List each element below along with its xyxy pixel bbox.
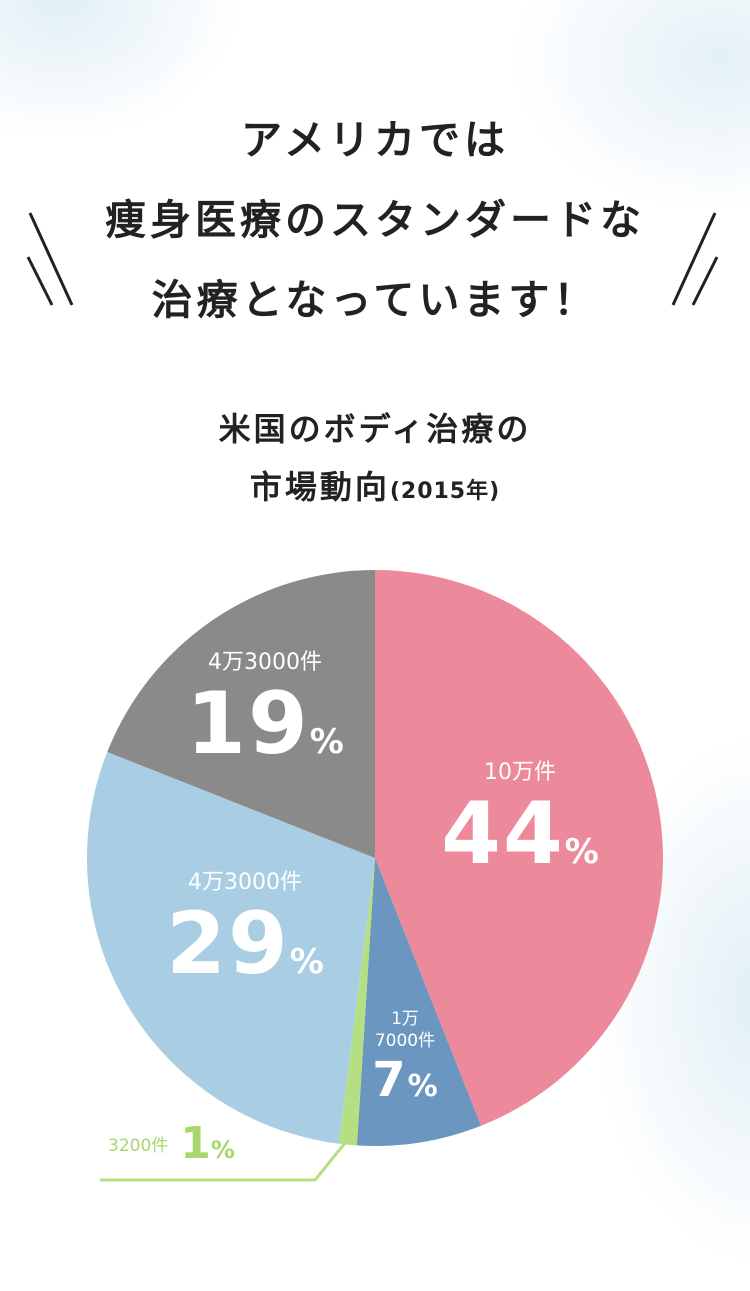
- pie-slice-44: [375, 570, 664, 1126]
- slice-count-44: 10万件: [484, 760, 556, 785]
- leader-line: [100, 1137, 350, 1182]
- slice-label-44: 10万件 44%: [420, 760, 620, 900]
- slice-count-1: 3200件: [108, 1136, 169, 1156]
- slice-count-7-line-1: 1万: [391, 1009, 419, 1029]
- slice-count-29: 4万3000件: [188, 870, 302, 895]
- emphasis-line: [26, 256, 54, 306]
- slice-label-29: 4万3000件 29%: [150, 870, 340, 1010]
- headline: アメリカでは 痩身医療のスタンダードな 治療となっています！: [0, 100, 750, 340]
- slice-label-1: 3200件 1%: [108, 1118, 235, 1169]
- pie-slice-7: [356, 858, 482, 1146]
- emphasis-line: [28, 212, 74, 306]
- slice-value-44: 44: [441, 784, 565, 884]
- chart-title-line-2: 市場動向: [249, 468, 390, 506]
- headline-line-2: 痩身医療のスタンダードな: [105, 196, 645, 244]
- slice-value-7: 7: [372, 1052, 408, 1108]
- emphasis-lines-left: [26, 212, 74, 306]
- chart-title-year: (2015年): [389, 479, 501, 504]
- pie-slice-29: [86, 751, 375, 1144]
- headline-line-1: アメリカでは: [241, 116, 509, 164]
- chart-title: 米国のボディ治療の 市場動向(2015年): [0, 400, 750, 521]
- percent-sign: %: [289, 942, 324, 982]
- slice-label-7: 1万 7000件 7%: [360, 1008, 450, 1115]
- percent-sign: %: [564, 832, 599, 872]
- emphasis-line: [691, 256, 719, 306]
- slice-count-7-line-2: 7000件: [374, 1031, 436, 1051]
- emphasis-line: [671, 212, 717, 306]
- pie-slice-19: [107, 570, 376, 858]
- slice-count-19: 4万3000件: [208, 650, 322, 675]
- slice-label-19: 4万3000件 19%: [175, 650, 355, 790]
- chart-title-line-1: 米国のボディ治療の: [218, 410, 532, 448]
- percent-sign: %: [407, 1069, 438, 1104]
- headline-line-3: 治療となっています！: [151, 276, 599, 324]
- pie-slice-1: [338, 858, 375, 1146]
- slice-value-19: 19: [186, 674, 310, 774]
- emphasis-lines-right: [671, 212, 719, 306]
- percent-sign: %: [309, 722, 344, 762]
- slice-value-29: 29: [166, 894, 290, 994]
- slice-value-1: 1: [180, 1118, 211, 1169]
- percent-sign: %: [210, 1136, 235, 1164]
